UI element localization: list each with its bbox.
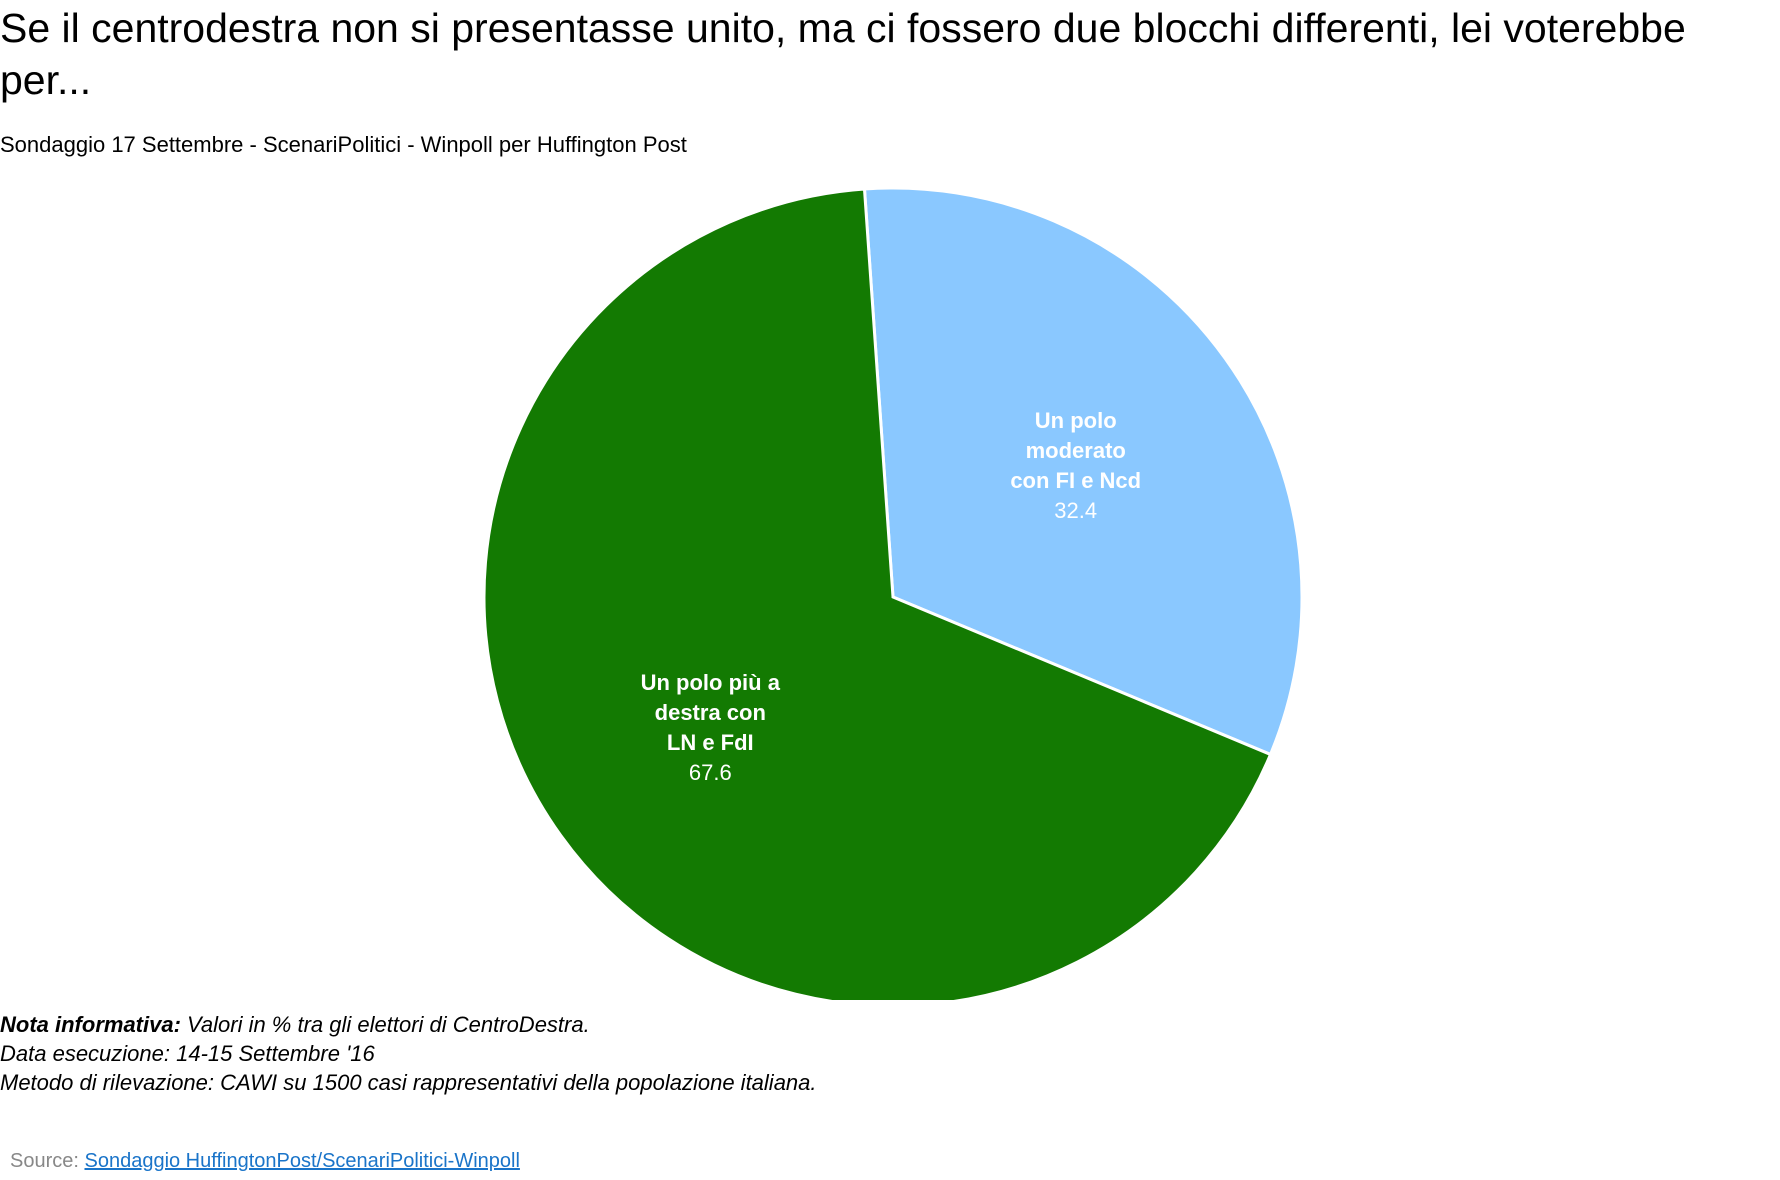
notes: Nota informativa: Valori in % tra gli el… [0,1010,817,1097]
chart-subtitle: Sondaggio 17 Settembre - ScenariPolitici… [0,132,687,157]
data-esecuzione: Data esecuzione: 14-15 Settembre '16 [0,1041,375,1066]
slice-label-line: destra con [655,700,766,725]
metodo-rilevazione: Metodo di rilevazione: CAWI su 1500 casi… [0,1070,817,1095]
slice-label-1: Un polo moderato con FI e Ncd 32.4 [1010,408,1141,523]
slice-label-line: moderato [1026,438,1126,463]
source: Source: Sondaggio HuffingtonPost/Scenari… [10,1148,520,1174]
slice-value-label: 32.4 [1054,498,1097,523]
slice-label-line: Un polo [1035,408,1117,433]
slice-value-label: 67.6 [689,760,732,785]
slice-label-line: Un polo più a [641,670,781,695]
pie-chart: Un polo moderato con FI e Ncd 32.4 Un polo p… [482,186,1304,1000]
nota-informativa: Nota informativa: Valori in % tra gli el… [0,1010,817,1039]
chart-title: Se il centrodestra non si presentasse un… [0,5,1686,103]
pie-slice-1 [862,186,1304,757]
source-prefix: Source: [10,1150,85,1172]
slice-label-2: Un polo più a destra con LN e FdI 67.6 [641,670,781,785]
slice-label-line: LN e FdI [667,730,754,755]
slice-label-line: con FI e Ncd [1010,468,1141,493]
pie-slice-2 [482,187,1273,1000]
nota-text: Valori in % tra gli elettori di CentroDe… [180,1012,590,1037]
nota-label: Nota informativa: [0,1012,181,1037]
source-link[interactable]: Sondaggio HuffingtonPost/ScenariPolitici… [84,1150,520,1172]
